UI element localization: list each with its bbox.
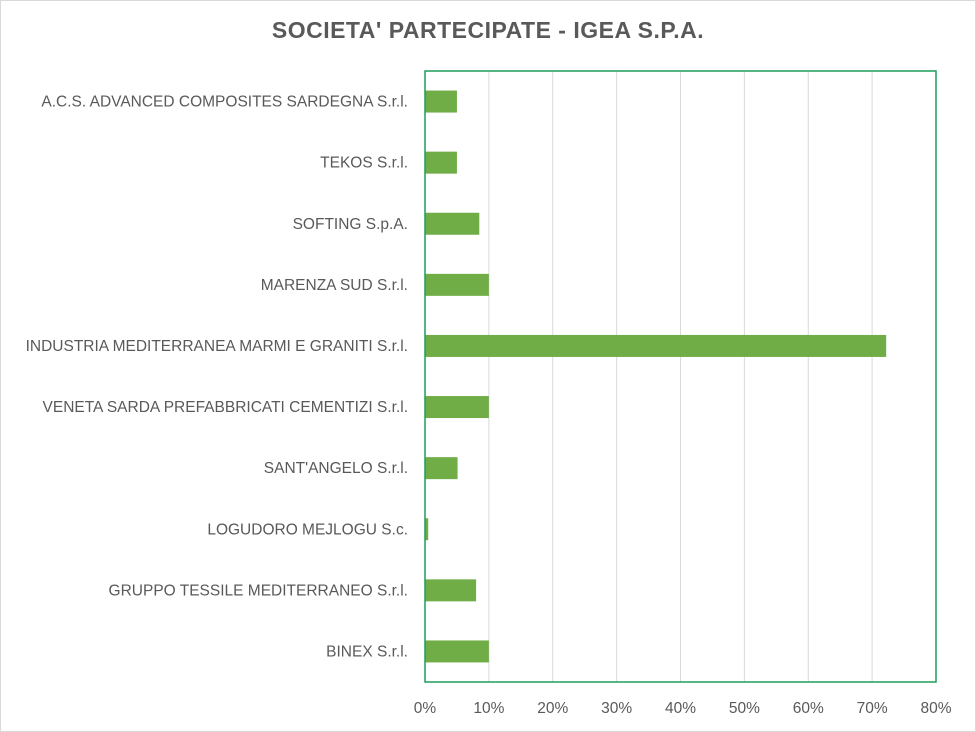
bar-1 bbox=[425, 151, 457, 174]
x-tick-label-3: 30% bbox=[601, 700, 632, 717]
plot-frame bbox=[424, 70, 937, 683]
bar-3 bbox=[425, 273, 489, 296]
category-label-5: VENETA SARDA PREFABBRICATI CEMENTIZI S.r… bbox=[43, 399, 408, 416]
bar-8 bbox=[425, 579, 477, 602]
category-label-2: SOFTING S.p.A. bbox=[293, 216, 408, 233]
category-label-9: BINEX S.r.l. bbox=[326, 643, 408, 660]
x-tick-label-7: 70% bbox=[857, 700, 888, 717]
x-tick-label-8: 80% bbox=[920, 700, 951, 717]
category-label-6: SANT'ANGELO S.r.l. bbox=[264, 460, 408, 477]
x-tick-label-0: 0% bbox=[414, 700, 437, 717]
category-label-7: LOGUDORO MEJLOGU S.c. bbox=[207, 521, 408, 538]
x-tick-label-4: 40% bbox=[665, 700, 696, 717]
x-tick-label-6: 60% bbox=[793, 700, 824, 717]
category-label-0: A.C.S. ADVANCED COMPOSITES SARDEGNA S.r.… bbox=[41, 94, 408, 111]
category-label-4: INDUSTRIA MEDITERRANEA MARMI E GRANITI S… bbox=[26, 338, 408, 355]
bar-0 bbox=[425, 90, 457, 113]
x-tick-label-5: 50% bbox=[729, 700, 760, 717]
bar-4 bbox=[425, 334, 887, 357]
bar-9 bbox=[425, 640, 489, 663]
chart-title: SOCIETA' PARTECIPATE - IGEA S.P.A. bbox=[271, 17, 705, 43]
bar-7 bbox=[425, 518, 429, 541]
category-label-3: MARENZA SUD S.r.l. bbox=[261, 277, 408, 294]
bar-2 bbox=[425, 212, 480, 235]
x-tick-label-2: 20% bbox=[537, 700, 568, 717]
category-label-1: TEKOS S.r.l. bbox=[320, 155, 408, 172]
bar-6 bbox=[425, 457, 458, 480]
category-label-8: GRUPPO TESSILE MEDITERRANEO S.r.l. bbox=[109, 582, 408, 599]
x-tick-label-1: 10% bbox=[473, 700, 504, 717]
bar-5 bbox=[425, 396, 489, 419]
